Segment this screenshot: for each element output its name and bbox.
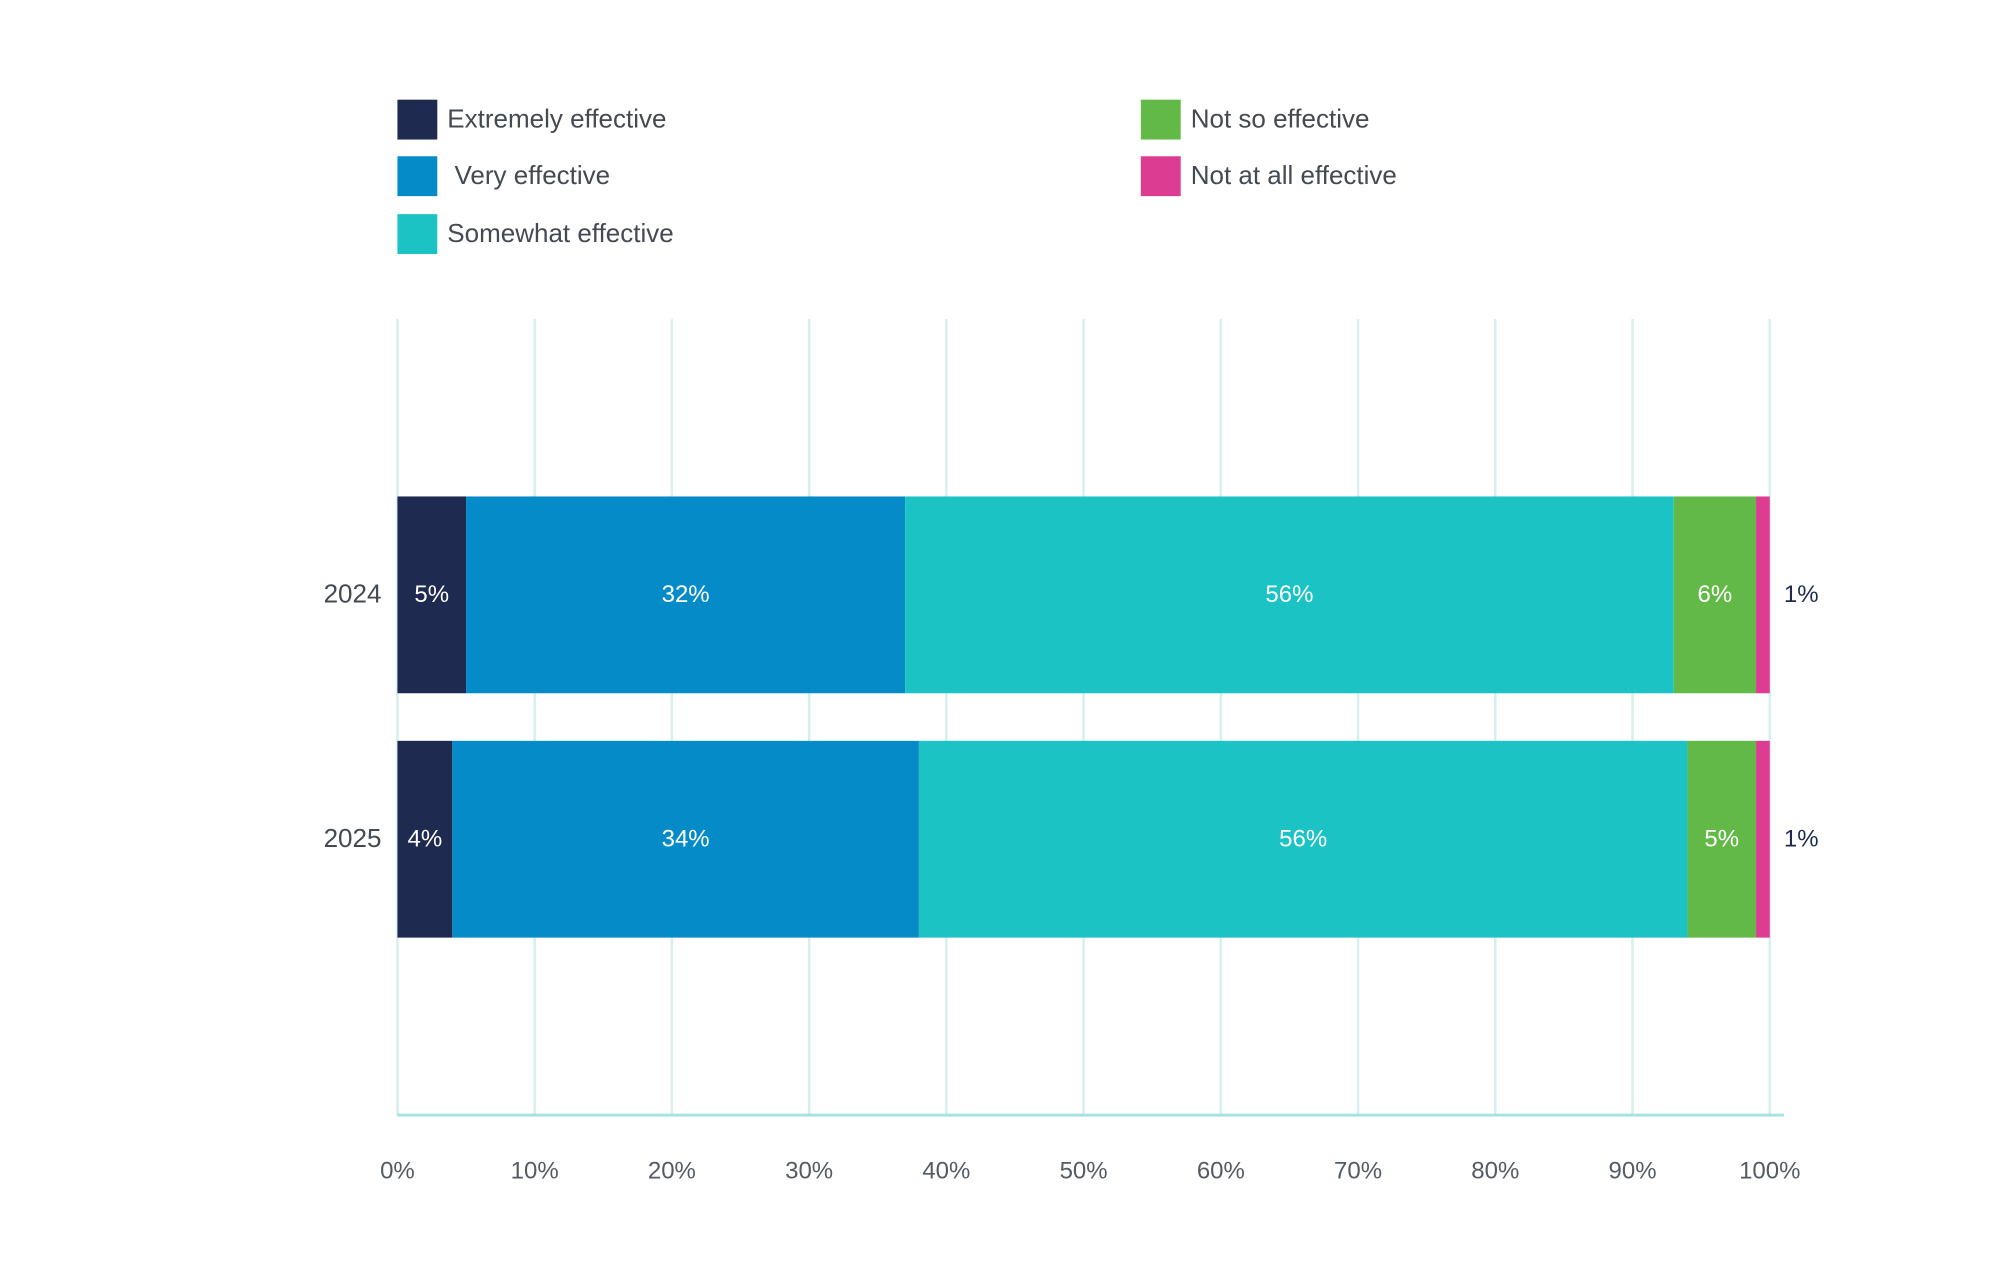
bar-segment (397, 496, 467, 694)
x-tick-label: 20% (648, 1157, 696, 1184)
x-tick-label: 90% (1609, 1157, 1657, 1184)
data-label: 32% (662, 581, 710, 608)
x-tick-label: 40% (922, 1157, 970, 1184)
data-label: 1% (1784, 581, 1819, 608)
legend-swatch (1140, 156, 1181, 197)
x-tick-label: 50% (1060, 1157, 1108, 1184)
grid-lines (396, 318, 1772, 1116)
x-tick-label: 0% (380, 1157, 415, 1184)
legend-swatch (1140, 99, 1181, 140)
legend-label: Somewhat effective (447, 218, 673, 248)
data-label: 5% (1704, 826, 1739, 853)
x-axis: 0% 10% 20% 30% 40% 50% 60% 70% 80% 90% 100% (380, 1113, 1800, 1184)
x-tick-label: 70% (1334, 1157, 1382, 1184)
x-tick-label: 60% (1197, 1157, 1245, 1184)
data-label: 34% (662, 826, 710, 853)
x-tick-label: 30% (785, 1157, 833, 1184)
data-label: 4% (408, 826, 443, 853)
legend: Extremely effective Very effective Somewh… (397, 99, 1397, 255)
bar-segment (452, 740, 919, 938)
y-category-label: 2024 (324, 579, 382, 609)
data-label: 6% (1698, 581, 1733, 608)
x-tick-label: 10% (511, 1157, 559, 1184)
legend-item: Very effective (397, 156, 610, 197)
bar-segment (1673, 496, 1757, 694)
x-tick-label: 100% (1739, 1157, 1800, 1184)
data-labels: 5% 32% 56% 6% 1% 2024 4% 34% 56% 5% 1% 2025 (324, 579, 1819, 853)
legend-label: Not so effective (1191, 103, 1370, 133)
data-label: 5% (414, 581, 449, 608)
data-label: 56% (1265, 581, 1313, 608)
legend-item: Somewhat effective (397, 214, 674, 255)
legend-label: Extremely effective (447, 103, 666, 133)
bars (397, 496, 1770, 938)
x-tick-label: 80% (1471, 1157, 1519, 1184)
bar-segment (397, 740, 453, 938)
legend-label: Not at all effective (1191, 160, 1397, 190)
bar-segment (1756, 740, 1770, 938)
bar-segment (918, 740, 1688, 938)
bar-segment (905, 496, 1674, 694)
legend-swatch (397, 99, 438, 140)
legend-swatch (397, 214, 438, 255)
bar-segment (1687, 740, 1757, 938)
data-label: 56% (1279, 826, 1327, 853)
data-label: 1% (1784, 826, 1819, 853)
y-category-label: 2025 (324, 823, 382, 853)
legend-item: Not at all effective (1140, 156, 1397, 197)
bar-segment (466, 496, 906, 694)
legend-swatch (397, 156, 438, 197)
bar-segment (1756, 496, 1770, 694)
legend-item: Extremely effective (397, 99, 666, 140)
legend-item: Not so effective (1140, 99, 1370, 140)
legend-label: Very effective (447, 160, 610, 190)
